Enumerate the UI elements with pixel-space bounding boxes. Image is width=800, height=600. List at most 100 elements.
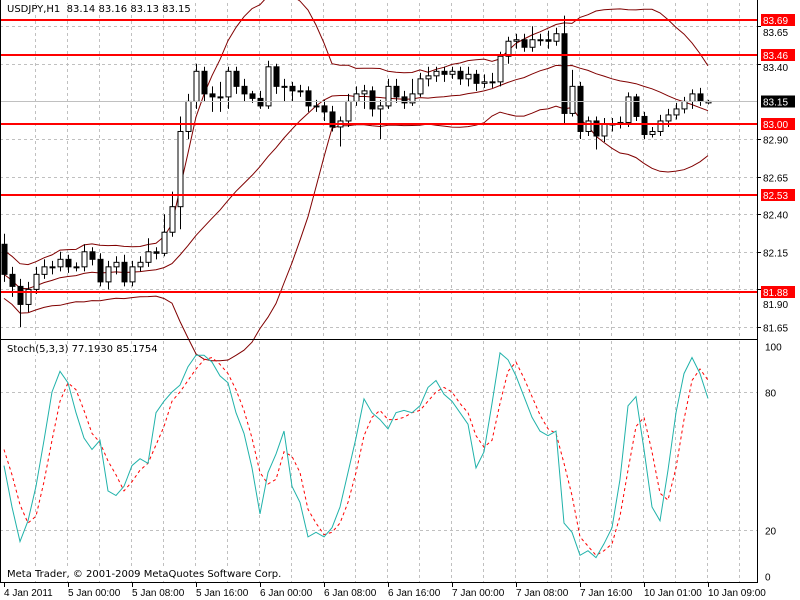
candle-body xyxy=(105,266,112,283)
candle-body xyxy=(353,93,360,102)
level-tag xyxy=(761,49,795,61)
time-tick-label: 6 Jan 08:00 xyxy=(324,588,377,599)
level-label: 82.53 xyxy=(763,191,788,202)
candle-body xyxy=(57,258,64,268)
level-tag xyxy=(761,189,795,201)
candle-body xyxy=(161,231,168,254)
candle-body xyxy=(481,81,488,84)
candle-body xyxy=(257,97,264,107)
candle-body xyxy=(537,39,544,42)
candle-body xyxy=(409,93,416,104)
level-label: 81.88 xyxy=(763,288,788,299)
candle-body xyxy=(33,273,40,290)
axes xyxy=(0,0,758,583)
candle-body xyxy=(25,288,32,305)
candle-body xyxy=(665,114,672,122)
price-tick-label: 82.40 xyxy=(763,211,788,222)
candle-body xyxy=(65,258,72,268)
time-tick-label: 6 Jan 16:00 xyxy=(388,588,441,599)
candle-body xyxy=(561,33,568,114)
chart-header: USDJPY,H1 83.14 83.16 83.13 83.15 xyxy=(7,4,191,15)
candle-body xyxy=(449,70,456,75)
price-tick-label: 83.65 xyxy=(763,28,788,39)
candle-body xyxy=(497,55,504,83)
candle-body xyxy=(401,96,408,104)
candle-body xyxy=(145,251,152,263)
level-label: 83.69 xyxy=(763,16,788,27)
stochastic-lines xyxy=(3,351,709,559)
horizontal-levels[interactable]: 83.15 83.69 83.46 83.00 82.53 81.88 xyxy=(0,14,795,299)
time-tick-label: 5 Jan 16:00 xyxy=(196,588,249,599)
price-tick-label: 81.65 xyxy=(763,324,788,335)
axis-labels: 83.65 83.40 82.90 82.65 82.40 82.15 81.90 81.65… xyxy=(4,26,788,599)
candle-body xyxy=(625,96,632,123)
candle-body xyxy=(385,85,392,107)
stoch-signal-value: 85.1754 xyxy=(116,344,158,355)
candle-body xyxy=(329,111,336,128)
candle-body xyxy=(641,115,648,135)
candle-body xyxy=(169,206,176,233)
candle-body xyxy=(177,130,184,208)
stoch-tick-label: 80 xyxy=(765,389,777,400)
candle-body xyxy=(369,90,376,110)
candle-body xyxy=(289,85,296,92)
candle-body xyxy=(297,90,304,93)
candle-body xyxy=(217,96,224,99)
candle-body xyxy=(425,75,432,80)
candle-body xyxy=(689,93,696,102)
candle-body xyxy=(9,273,16,287)
candle-body xyxy=(673,108,680,116)
stoch-header: Stoch(5,3,3) 77.1930 85.1754 xyxy=(7,344,158,355)
candle-body xyxy=(593,120,600,137)
candle-body xyxy=(697,93,704,102)
candle-body xyxy=(209,93,216,98)
candle-body xyxy=(601,123,608,137)
candle-body xyxy=(321,105,328,113)
candle-body xyxy=(489,81,496,84)
time-tick-label: 5 Jan 00:00 xyxy=(68,588,121,599)
time-tick-label: 4 Jan 2011 xyxy=(4,588,53,599)
price-tick-label: 82.65 xyxy=(763,174,788,185)
low-value: 83.13 xyxy=(130,4,159,15)
current-price-label: 83.15 xyxy=(763,98,788,109)
time-tick-label: 7 Jan 08:00 xyxy=(516,588,569,599)
stoch-main-line xyxy=(3,351,709,559)
candle-body xyxy=(137,261,144,268)
level-label: 83.00 xyxy=(763,120,788,131)
level-label: 83.46 xyxy=(763,51,788,62)
stoch-label: Stoch(5,3,3) xyxy=(7,344,69,355)
price-tick-label: 81.90 xyxy=(763,300,788,311)
candle-body xyxy=(41,266,48,275)
candle-body xyxy=(265,66,272,107)
stoch-tick-label: 100 xyxy=(765,343,782,354)
candle-body xyxy=(49,266,56,269)
candle-body xyxy=(433,70,440,77)
candle-body xyxy=(305,90,312,107)
candle-body xyxy=(129,266,136,283)
candle-body xyxy=(121,261,128,283)
high-value: 83.16 xyxy=(98,4,128,15)
candle-body xyxy=(393,85,400,98)
copyright-text: Meta Trader, © 2001-2009 MetaQuotes Soft… xyxy=(7,569,282,580)
time-tick-label: 7 Jan 16:00 xyxy=(580,588,633,599)
candle-body xyxy=(201,70,208,95)
level-tag xyxy=(761,14,795,26)
candle-body xyxy=(225,70,232,98)
candle-body xyxy=(249,93,256,99)
candle-body xyxy=(417,78,424,95)
candle-body xyxy=(377,105,384,110)
candle-body xyxy=(441,70,448,75)
candle-body xyxy=(465,73,472,80)
candle-body xyxy=(521,39,528,48)
candle-body xyxy=(505,40,512,57)
time-tick-label: 10 Jan 09:00 xyxy=(708,588,766,599)
level-tag xyxy=(761,286,795,298)
candle-body xyxy=(241,85,248,95)
price-tick-label: 82.15 xyxy=(763,249,788,260)
candle-body xyxy=(153,251,160,254)
candle-body xyxy=(185,100,192,132)
time-tick-label: 5 Jan 08:00 xyxy=(132,588,185,599)
candles xyxy=(1,15,712,327)
candle-body xyxy=(649,130,656,135)
